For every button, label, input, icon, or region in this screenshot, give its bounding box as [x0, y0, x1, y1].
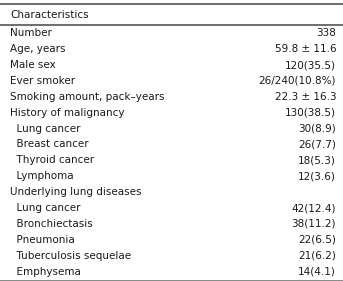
- Text: 120(35.5): 120(35.5): [285, 60, 336, 70]
- Text: History of malignancy: History of malignancy: [10, 108, 125, 118]
- Text: Characteristics: Characteristics: [10, 10, 89, 20]
- Text: 130(38.5): 130(38.5): [285, 108, 336, 118]
- Text: 21(6.2): 21(6.2): [298, 251, 336, 261]
- Text: Lung cancer: Lung cancer: [10, 124, 81, 133]
- Text: 42(12.4): 42(12.4): [292, 203, 336, 213]
- Text: Lung cancer: Lung cancer: [10, 203, 81, 213]
- Text: Underlying lung diseases: Underlying lung diseases: [10, 187, 142, 197]
- Text: 12(3.6): 12(3.6): [298, 171, 336, 181]
- Text: 22(6.5): 22(6.5): [298, 235, 336, 245]
- Text: Smoking amount, pack–years: Smoking amount, pack–years: [10, 92, 165, 102]
- Text: 22.3 ± 16.3: 22.3 ± 16.3: [274, 92, 336, 102]
- Text: Bronchiectasis: Bronchiectasis: [10, 219, 93, 229]
- Text: Pneumonia: Pneumonia: [10, 235, 75, 245]
- Text: Number: Number: [10, 28, 52, 38]
- Text: Age, years: Age, years: [10, 44, 66, 54]
- Text: 38(11.2): 38(11.2): [292, 219, 336, 229]
- Text: Thyroid cancer: Thyroid cancer: [10, 155, 94, 166]
- Text: 59.8 ± 11.6: 59.8 ± 11.6: [274, 44, 336, 54]
- Text: 338: 338: [316, 28, 336, 38]
- Text: 18(5.3): 18(5.3): [298, 155, 336, 166]
- Text: Emphysema: Emphysema: [10, 267, 81, 277]
- Text: Ever smoker: Ever smoker: [10, 76, 75, 86]
- Text: Breast cancer: Breast cancer: [10, 139, 89, 149]
- Text: 26/240(10.8%): 26/240(10.8%): [259, 76, 336, 86]
- Text: Tuberculosis sequelae: Tuberculosis sequelae: [10, 251, 131, 261]
- Text: Lymphoma: Lymphoma: [10, 171, 74, 181]
- Text: Male sex: Male sex: [10, 60, 56, 70]
- Text: 14(4.1): 14(4.1): [298, 267, 336, 277]
- Text: 30(8.9): 30(8.9): [298, 124, 336, 133]
- Text: 26(7.7): 26(7.7): [298, 139, 336, 149]
